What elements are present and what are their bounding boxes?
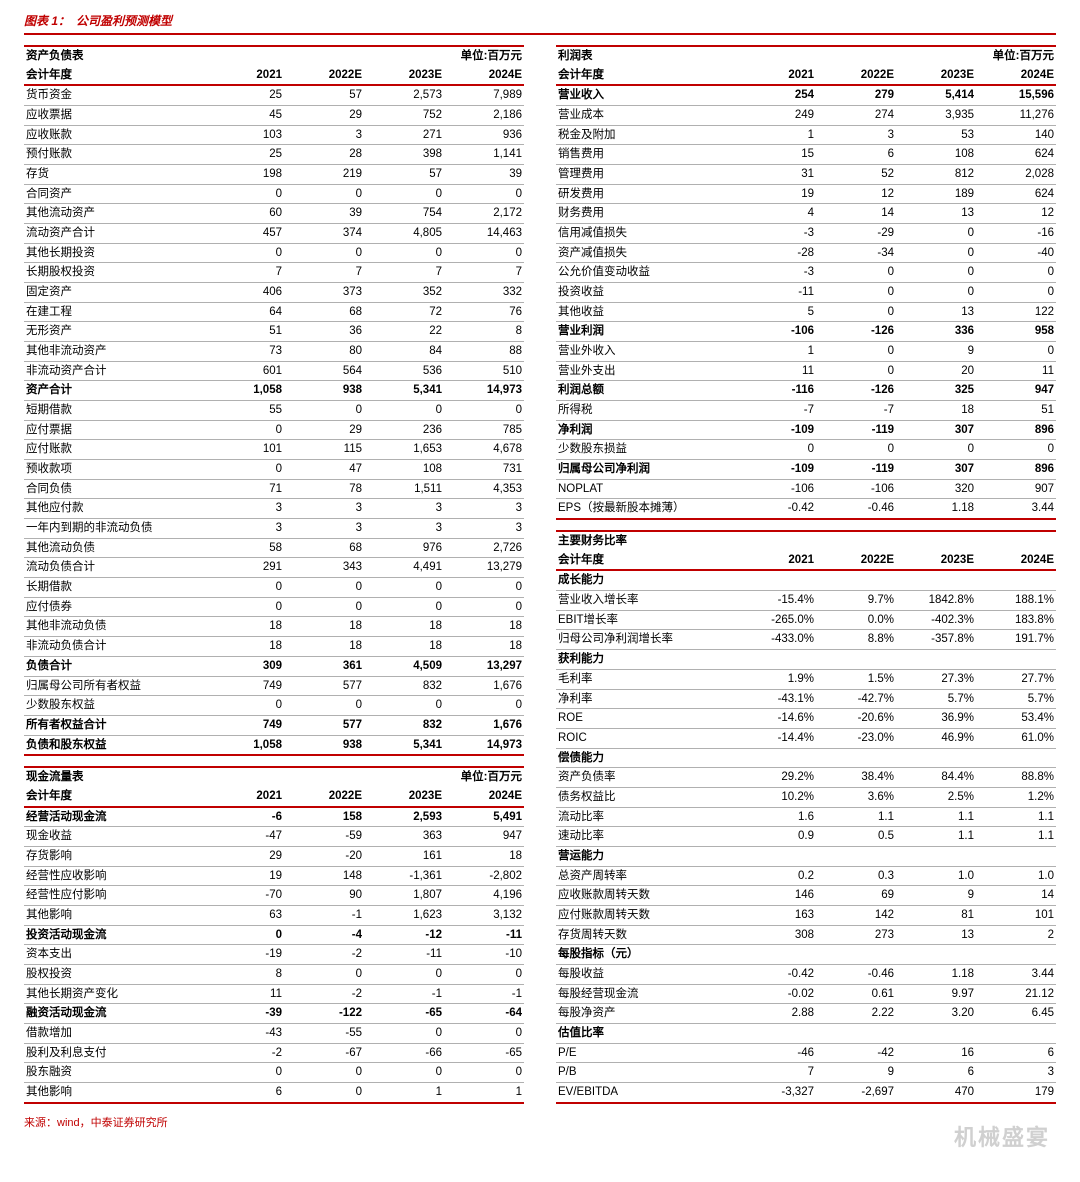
balance-sheet-table: 资产负债表单位:百万元会计年度20212022E2023E2024E货币资金25…	[24, 45, 524, 1104]
header-prefix: 图表 1：	[24, 12, 70, 29]
header-title: 公司盈利预测模型	[76, 12, 172, 29]
income-statement-table: 利润表单位:百万元会计年度20212022E2023E2024E营业收入2542…	[556, 45, 1056, 1104]
left-column: 资产负债表单位:百万元会计年度20212022E2023E2024E货币资金25…	[24, 45, 524, 1104]
right-column: 利润表单位:百万元会计年度20212022E2023E2024E营业收入2542…	[556, 45, 1056, 1104]
tables-container: 资产负债表单位:百万元会计年度20212022E2023E2024E货币资金25…	[24, 45, 1056, 1104]
chart-header: 图表 1： 公司盈利预测模型	[24, 12, 1056, 35]
source-footer: 来源：wind，中泰证券研究所	[24, 1114, 1056, 1130]
